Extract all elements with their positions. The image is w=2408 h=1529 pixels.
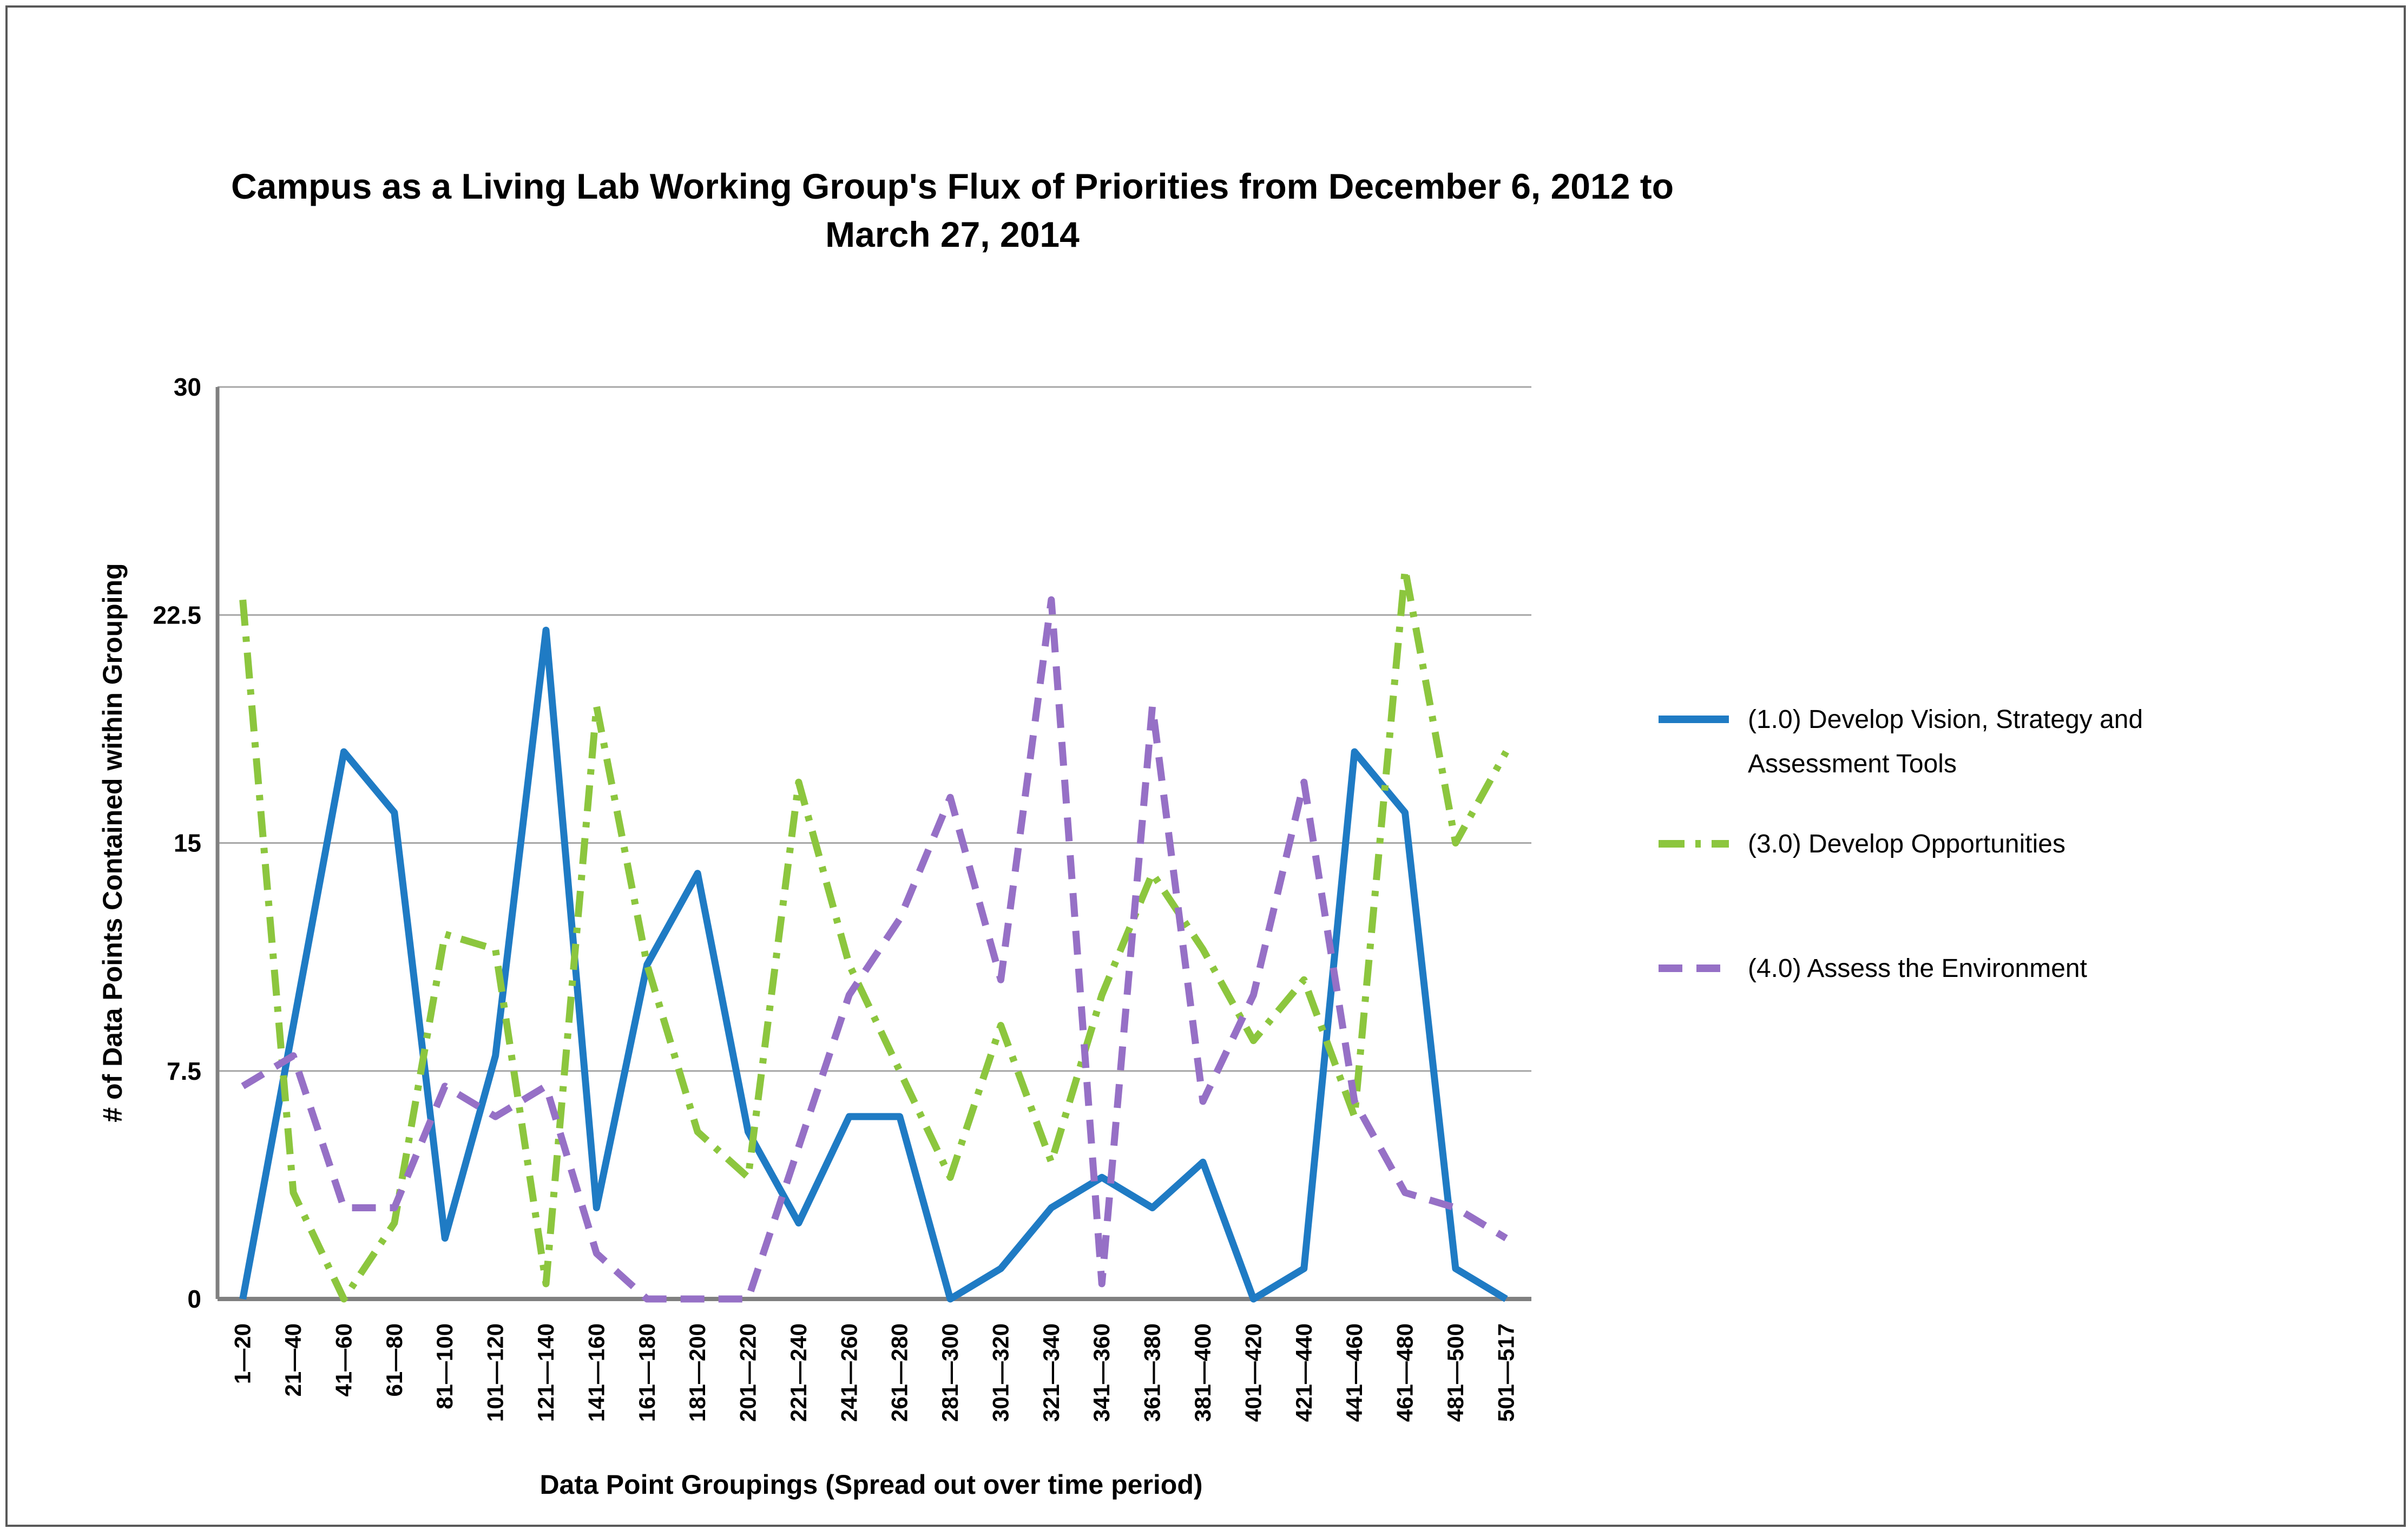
- y-tick-label: 22.5: [153, 601, 201, 629]
- x-tick-label: 201—220: [735, 1323, 761, 1422]
- x-tick-label: 341—360: [1089, 1323, 1114, 1422]
- x-tick-label: 141—160: [583, 1323, 609, 1422]
- x-tick-label: 241—260: [836, 1323, 861, 1422]
- legend-label-1-line2: Assessment Tools: [1748, 750, 1957, 778]
- x-tick-label: 421—440: [1291, 1323, 1317, 1422]
- x-tick-label: 221—240: [786, 1323, 811, 1422]
- series-line-1: [239, 626, 1508, 1303]
- legend-label-3: (4.0) Assess the Environment: [1748, 954, 2087, 983]
- gridlines: [218, 386, 1531, 1072]
- x-tick-label: 161—180: [634, 1323, 660, 1422]
- series-line-2: [239, 566, 1509, 1303]
- x-tick-label: 181—200: [685, 1323, 710, 1422]
- x-tick-labels: 1—20 21—40 41—60 61—80 81—100 101—120 121—140 1…: [230, 1323, 1519, 1422]
- x-tick-label: 301—320: [988, 1323, 1013, 1422]
- series-line-3: [241, 596, 1508, 1303]
- legend: (1.0) Develop Vision, Strategy and Assess…: [1659, 705, 2143, 983]
- axes: [215, 387, 1531, 1301]
- x-tick-label: 101—120: [483, 1323, 508, 1422]
- chart-title: Campus as a Living Lab Working Group's F…: [32, 162, 1872, 259]
- y-tick-label: 7.5: [167, 1057, 201, 1085]
- x-tick-label: 441—460: [1341, 1323, 1367, 1422]
- x-tick-label: 41—60: [331, 1323, 356, 1396]
- y-tick-label: 30: [174, 373, 201, 401]
- x-axis-label: Data Point Groupings (Spread out over ti…: [540, 1469, 1202, 1500]
- x-tick-label: 461—480: [1392, 1323, 1418, 1422]
- x-tick-label: 61—80: [381, 1323, 407, 1396]
- x-tick-label: 481—500: [1443, 1323, 1468, 1422]
- x-tick-label: 501—517: [1493, 1323, 1518, 1422]
- x-tick-label: 81—100: [432, 1323, 457, 1409]
- chart-title-line2: March 27, 2014: [825, 214, 1080, 255]
- x-tick-label: 1—20: [230, 1323, 255, 1384]
- x-tick-label: 121—140: [533, 1323, 558, 1422]
- y-tick-labels: 0 7.5 15 22.5 30: [153, 373, 201, 1313]
- x-tick-label: 321—340: [1038, 1323, 1064, 1422]
- x-tick-label: 261—280: [887, 1323, 912, 1422]
- chart-title-line1: Campus as a Living Lab Working Group's F…: [231, 166, 1674, 206]
- y-tick-label: 15: [174, 829, 201, 857]
- figure-border: [5, 5, 2406, 1527]
- x-tick-label: 401—420: [1240, 1323, 1266, 1422]
- legend-label-1: (1.0) Develop Vision, Strategy and: [1748, 705, 2143, 734]
- x-tick-label: 21—40: [280, 1323, 306, 1396]
- legend-label-2: (3.0) Develop Opportunities: [1748, 830, 2065, 858]
- series-lines: [239, 566, 1509, 1303]
- y-tick-label: 0: [187, 1285, 201, 1313]
- x-tick-label: 281—300: [937, 1323, 963, 1422]
- x-tick-label: 361—380: [1140, 1323, 1165, 1422]
- y-axis-label: # of Data Points Contained within Groupi…: [97, 563, 128, 1122]
- x-tick-label: 381—400: [1190, 1323, 1215, 1422]
